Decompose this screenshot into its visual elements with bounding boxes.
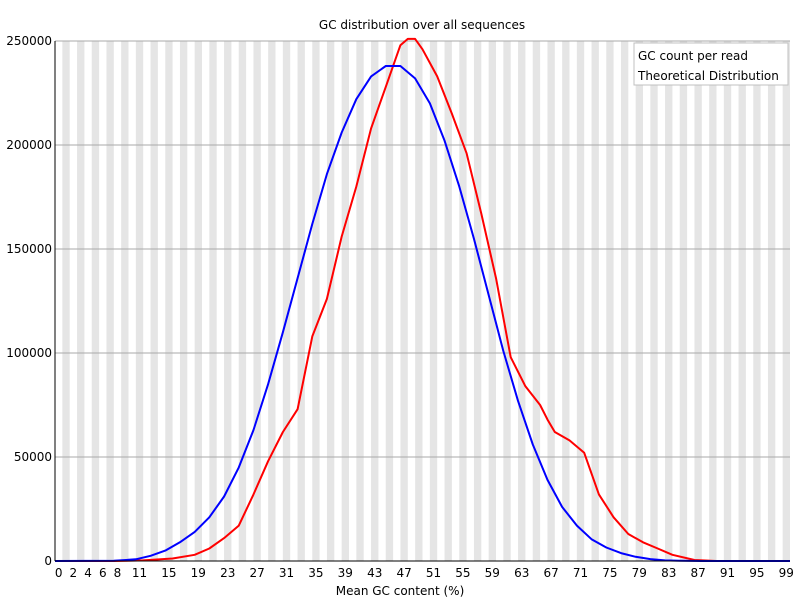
x-tick-labels: 0 2 4 6 8 11 15 19 23 27 31 35 39 43 47 51 55 59 63 67 71 75 7… [55, 566, 794, 580]
y-tick-label: 0 [44, 554, 52, 568]
background-stripe [665, 41, 673, 561]
background-stripe [282, 41, 291, 561]
background-stripe [606, 41, 614, 561]
x-tick-label: 79 [632, 566, 647, 580]
background-stripe [91, 41, 100, 561]
x-tick-label: 71 [573, 566, 588, 580]
y-tick-label: 250000 [6, 34, 52, 48]
x-tick-label: 99 [779, 566, 794, 580]
x-tick-label: 59 [485, 566, 500, 580]
x-tick-label: 15 [161, 566, 176, 580]
background-stripe [503, 41, 511, 561]
background-stripe [179, 41, 188, 561]
x-tick-label: 83 [661, 566, 676, 580]
x-tick-label: 51 [426, 566, 441, 580]
background-stripe [194, 41, 202, 561]
x-tick-label: 87 [690, 566, 705, 580]
background-stripe [753, 41, 761, 561]
x-tick-label: 27 [249, 566, 264, 580]
background-stripe [650, 41, 658, 561]
x-tick-label: 19 [191, 566, 206, 580]
background-stripe [620, 41, 629, 561]
background-stripe [209, 41, 217, 561]
background-stripe [782, 41, 790, 561]
background-stripe [518, 41, 526, 561]
background-stripe [121, 41, 129, 561]
x-tick-label: 43 [367, 566, 382, 580]
x-tick-label: 0 [55, 566, 63, 580]
background-stripe [738, 41, 746, 561]
x-tick-label: 11 [132, 566, 147, 580]
horizontal-gridlines [55, 40, 790, 458]
background-stripe [238, 41, 247, 561]
x-tick-label: 6 [99, 566, 107, 580]
legend-entry-gc-count: GC count per read [638, 49, 748, 63]
legend: GC count per read Theoretical Distributi… [633, 42, 789, 86]
background-stripe [679, 41, 688, 561]
background-stripe [224, 41, 232, 561]
x-tick-label: 23 [220, 566, 235, 580]
background-stripe [709, 41, 717, 561]
background-stripe [371, 41, 379, 561]
background-stripe [62, 41, 70, 561]
y-tick-labels: 0 50000 100000 150000 200000 250000 [6, 34, 52, 568]
background-stripe [312, 41, 320, 561]
background-stripe [473, 41, 482, 561]
background-stripe [459, 41, 467, 561]
background-stripe [562, 41, 570, 561]
background-stripe [297, 41, 305, 561]
background-stripe [488, 41, 496, 561]
background-stripe [268, 41, 276, 561]
x-tick-label: 63 [514, 566, 529, 580]
y-tick-label: 200000 [6, 138, 52, 152]
background-stripe [326, 41, 335, 561]
background-stripe [135, 41, 144, 561]
x-tick-label: 39 [338, 566, 353, 580]
background-stripe [106, 41, 114, 561]
background-stripe [547, 41, 555, 561]
background-stripe [253, 41, 261, 561]
chart-title: GC distribution over all sequences [319, 18, 525, 32]
y-tick-label: 150000 [6, 242, 52, 256]
background-stripe [767, 41, 776, 561]
legend-box [633, 42, 789, 86]
x-tick-label: 55 [455, 566, 470, 580]
y-tick-label: 50000 [14, 450, 52, 464]
x-tick-label: 91 [720, 566, 735, 580]
series-lines [54, 37, 790, 562]
background-stripe [723, 41, 732, 561]
background-stripe [356, 41, 364, 561]
x-tick-label: 95 [749, 566, 764, 580]
x-tick-label: 8 [114, 566, 122, 580]
background-stripe [694, 41, 702, 561]
x-tick-label: 31 [279, 566, 294, 580]
background-stripe [591, 41, 599, 561]
background-stripes [62, 41, 790, 561]
series-line-theoretical [54, 65, 790, 562]
y-tick-label: 100000 [6, 346, 52, 360]
background-stripe [77, 41, 85, 561]
background-stripe [165, 41, 173, 561]
x-axis-label: Mean GC content (%) [336, 584, 465, 598]
background-stripe [532, 41, 541, 561]
x-tick-label: 47 [396, 566, 411, 580]
background-stripe [576, 41, 585, 561]
background-stripe [341, 41, 349, 561]
x-tick-label: 4 [84, 566, 92, 580]
background-stripe [429, 41, 438, 561]
background-stripe [444, 41, 452, 561]
series-line-gc-count [55, 37, 790, 562]
x-tick-label: 67 [543, 566, 558, 580]
x-tick-label: 35 [308, 566, 323, 580]
background-stripe [415, 41, 423, 561]
background-stripe [400, 41, 408, 561]
background-stripe [385, 41, 394, 561]
background-stripe [150, 41, 158, 561]
legend-entry-theoretical: Theoretical Distribution [637, 69, 779, 83]
background-stripe [635, 41, 643, 561]
x-tick-label: 2 [70, 566, 78, 580]
x-tick-label: 75 [602, 566, 617, 580]
